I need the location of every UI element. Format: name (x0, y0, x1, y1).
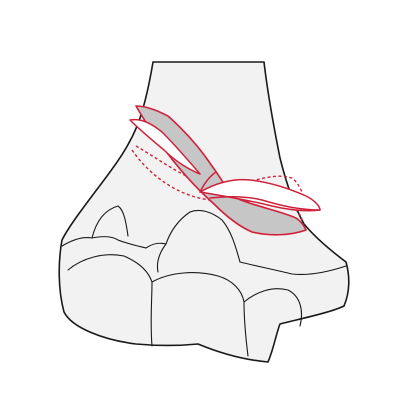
osteotomy-wedge-top (129, 118, 201, 175)
condyle-line-lateral (239, 261, 347, 276)
trochlea-ridge (67, 254, 153, 347)
bone-condyles (61, 205, 347, 357)
condyle-line-upper (165, 209, 241, 263)
condyle-line-medial (61, 236, 167, 249)
fossa-line (156, 243, 167, 273)
osteotomy-front-lines (199, 171, 321, 211)
osteotomy-gap (199, 178, 321, 212)
lateral-epicondyle-line (243, 288, 303, 327)
wedge-back-lower-edge (131, 149, 303, 221)
bone-body (58, 61, 350, 363)
capitulum-groove (151, 272, 249, 357)
osteotomy-wedge-front (135, 105, 307, 236)
cut-line-upper (199, 171, 217, 193)
cut-line-lower (209, 195, 321, 211)
medial-ridge-line (91, 205, 129, 239)
